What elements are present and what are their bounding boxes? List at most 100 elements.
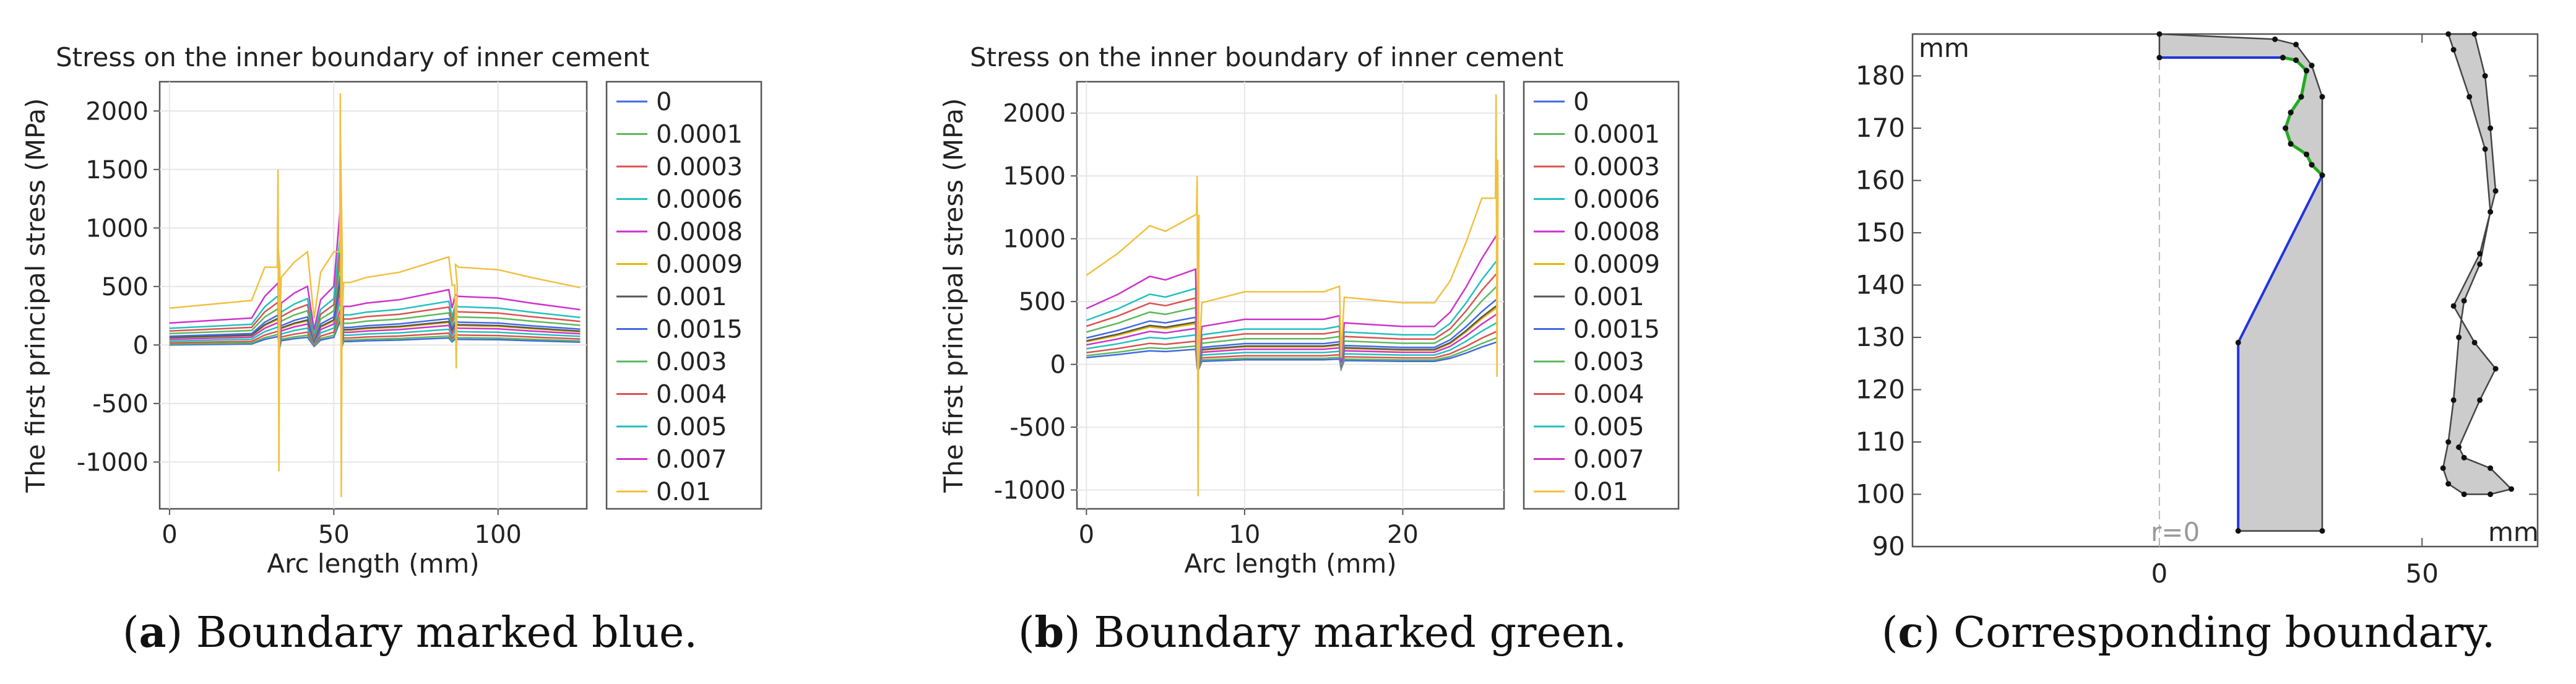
vertex-point xyxy=(2272,36,2278,42)
chart-b-ylabel: The first principal stress (MPa) xyxy=(938,98,969,493)
captions: (a) Boundary marked blue. (b) Boundary m… xyxy=(123,608,2495,657)
vertex-point xyxy=(2445,481,2452,487)
diagram-y-tick-label: 140 xyxy=(1856,270,1905,300)
unit-bottom-label: mm xyxy=(2488,517,2539,547)
a-y-tick-label: 1000 xyxy=(85,214,149,243)
a-legend-label: 0.0015 xyxy=(656,316,743,344)
caption-c-label: c xyxy=(1898,608,1924,657)
vertex-point xyxy=(2461,454,2467,461)
vertex-point xyxy=(2319,172,2325,178)
b-series-line-0.0003 xyxy=(1086,330,1498,372)
inner-cement-shape xyxy=(2158,33,2323,532)
caption-c-text: Corresponding boundary. xyxy=(1940,608,2495,657)
b-legend-label: 0.0003 xyxy=(1573,153,1660,181)
chart-a-grid xyxy=(160,82,587,509)
vertex-point xyxy=(2288,141,2294,147)
diagram-y-tick-label: 180 xyxy=(1856,61,1905,91)
vertex-point xyxy=(2304,67,2310,74)
panel-b-chart: Stress on the inner boundary of inner ce… xyxy=(938,42,1680,579)
vertex-point xyxy=(2156,54,2163,61)
vertex-point xyxy=(2492,188,2499,194)
a-legend-label: 0.005 xyxy=(656,413,727,441)
caption-c: (c) Corresponding boundary. xyxy=(1882,608,2495,657)
chart-a-xlabel: Arc length (mm) xyxy=(267,548,479,579)
diagram-y-tick-label: 170 xyxy=(1856,113,1905,143)
b-series-line-0 xyxy=(1086,340,1498,374)
chart-b-legend-box xyxy=(1523,80,1680,510)
diagram-y-tick-label: 90 xyxy=(1872,531,1905,561)
vertex-point xyxy=(2461,298,2467,304)
vertex-point xyxy=(2298,93,2304,100)
b-legend-label: 0.003 xyxy=(1573,348,1645,376)
vertex-point xyxy=(2288,110,2294,116)
chart-a-series xyxy=(169,93,581,498)
chart-b-grid xyxy=(1077,82,1504,509)
vertex-point xyxy=(2304,151,2310,157)
a-legend-label: 0.0009 xyxy=(656,251,743,279)
b-series-line-0.0015 xyxy=(1086,298,1498,372)
diagram-shapes xyxy=(2156,31,2515,547)
b-y-tick-label: -500 xyxy=(1009,413,1066,442)
b-legend-label: 0.01 xyxy=(1573,478,1628,506)
diagram-y-tick-label: 120 xyxy=(1856,374,1905,405)
b-y-tick-label: 500 xyxy=(1019,288,1066,316)
b-series-line-0.0001 xyxy=(1086,336,1498,374)
vertex-point xyxy=(2293,41,2299,48)
vertex-point xyxy=(2293,57,2299,63)
a-y-tick-label: -1000 xyxy=(77,448,149,477)
chart-b-series xyxy=(1086,94,1499,496)
a-legend-label: 0.01 xyxy=(656,478,711,506)
vertex-point xyxy=(2477,397,2483,403)
chart-a-plot-frame xyxy=(158,80,588,510)
b-legend-label: 0.007 xyxy=(1573,446,1645,474)
vertex-point xyxy=(2466,93,2473,100)
b-series-line-0.003 xyxy=(1086,285,1498,373)
vertex-point xyxy=(2450,397,2457,403)
a-legend-label: 0.0003 xyxy=(656,153,743,181)
vertex-point xyxy=(2487,491,2494,498)
panel-a-chart: Stress on the inner boundary of inner ce… xyxy=(20,42,763,579)
b-legend-label: 0.004 xyxy=(1573,381,1645,409)
a-x-tick-label: 0 xyxy=(162,521,177,549)
vertex-point xyxy=(2235,339,2241,345)
b-x-tick-label: 20 xyxy=(1387,521,1419,549)
vertex-point xyxy=(2456,444,2462,450)
diagram-y-tick-label: 130 xyxy=(1856,322,1905,352)
diagram-y-tick-label: 160 xyxy=(1856,165,1905,196)
chart-a-y-ticks: 2000 1500 1000 500 0 -500 -1000 xyxy=(77,97,160,477)
vertex-point xyxy=(2492,366,2499,372)
boundary-green xyxy=(2282,56,2323,176)
a-y-tick-label: 1500 xyxy=(85,156,149,184)
a-y-tick-label: 2000 xyxy=(85,97,149,126)
b-series-line-0.007 xyxy=(1086,233,1498,373)
chart-a-legend-box xyxy=(605,80,763,510)
b-legend-label: 0.0009 xyxy=(1573,251,1660,279)
b-legend-label: 0.001 xyxy=(1573,283,1645,311)
b-x-tick-label: 0 xyxy=(1079,521,1094,549)
caption-b-label: b xyxy=(1035,608,1065,657)
diagram-frame xyxy=(1911,33,2539,548)
caption-b-text: Boundary marked green. xyxy=(1081,608,1627,657)
chart-b-legend: 0 0.0001 0.0003 0.0006 0.0008 0.0009 0.001 0.00… xyxy=(1534,88,1660,506)
a-x-tick-label: 100 xyxy=(475,521,522,549)
chart-a-title: Stress on the inner boundary of inner ce… xyxy=(56,42,649,72)
vertex-point xyxy=(2471,31,2478,37)
vertex-point xyxy=(2482,73,2488,79)
caption-a-text: Boundary marked blue. xyxy=(183,608,698,657)
a-y-tick-label: 500 xyxy=(102,273,149,301)
vertex-point xyxy=(2471,339,2478,345)
vertex-point xyxy=(2450,46,2457,53)
vertex-point xyxy=(2482,146,2488,152)
a-legend-label: 0.003 xyxy=(656,348,727,376)
chart-a-ylabel: The first principal stress (MPa) xyxy=(20,98,51,493)
a-series-line-0.0008 xyxy=(169,290,581,347)
b-y-tick-label: 0 xyxy=(1050,351,1066,379)
a-legend-label: 0.001 xyxy=(656,283,727,311)
vertex-point xyxy=(2156,31,2163,37)
b-y-tick-label: 1500 xyxy=(1003,162,1066,191)
vertex-point xyxy=(2445,439,2452,445)
vertex-point xyxy=(2477,261,2483,267)
vertex-point xyxy=(2283,125,2289,131)
b-legend-label: 0.0001 xyxy=(1573,121,1660,149)
vertex-point xyxy=(2280,54,2286,61)
